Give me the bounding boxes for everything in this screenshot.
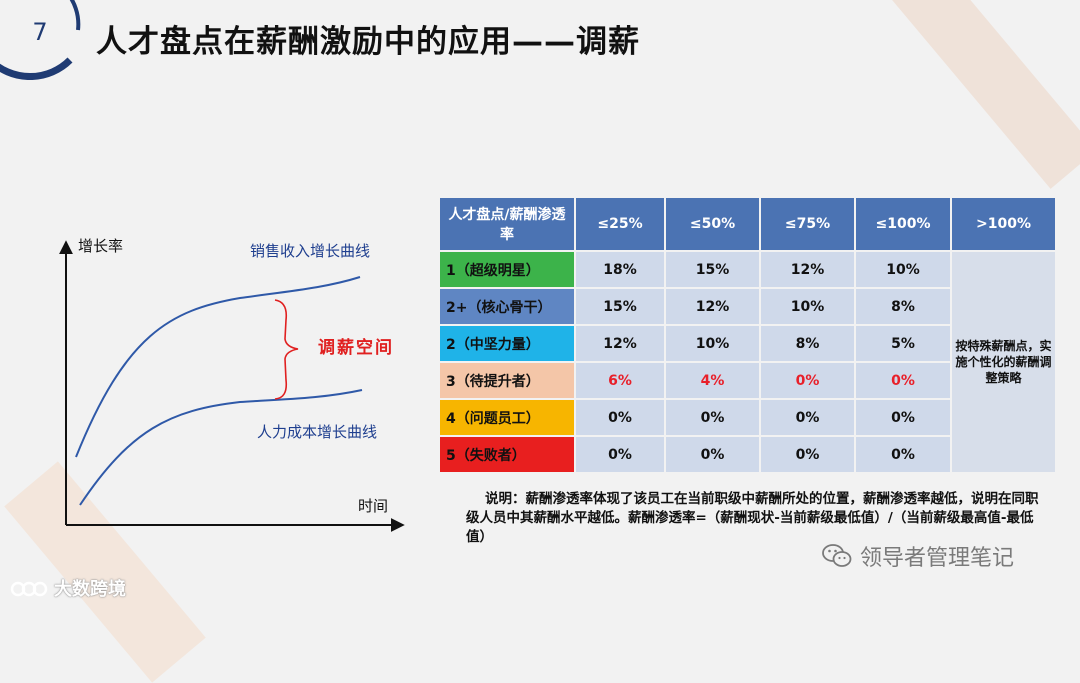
corner-header: 人才盘点/薪酬渗透率 bbox=[440, 198, 574, 250]
raise-rate-cell: 12% bbox=[666, 289, 759, 324]
special-strategy-cell: 按特殊薪酬点，实施个性化的薪酬调整策略 bbox=[952, 252, 1055, 472]
table-row: 5（失败者） 0% 0% 0% 0% bbox=[440, 437, 1055, 472]
column-header: ≤100% bbox=[856, 198, 950, 250]
upper-curve-label: 销售收入增长曲线 bbox=[250, 242, 370, 260]
gap-bracket bbox=[274, 299, 299, 400]
talent-pay-matrix: 人才盘点/薪酬渗透率 ≤25% ≤50% ≤75% ≤100% >100% 1（… bbox=[438, 196, 1057, 474]
table-row: 3（待提升者） 6% 4% 0% 0% bbox=[440, 363, 1055, 398]
column-header: ≤50% bbox=[666, 198, 759, 250]
wechat-watermark: 领导者管理笔记 bbox=[822, 540, 1014, 572]
raise-rate-cell: 15% bbox=[666, 252, 759, 287]
table-row: 2（中坚力量） 12% 10% 8% 5% bbox=[440, 326, 1055, 361]
column-header: ≤75% bbox=[761, 198, 854, 250]
slide-number: 7 bbox=[32, 18, 48, 46]
decorative-stripe-top bbox=[883, 0, 1080, 189]
table-row: 2+（核心骨干） 15% 12% 10% 8% bbox=[440, 289, 1055, 324]
raise-rate-cell: 8% bbox=[761, 326, 854, 361]
raise-rate-cell: 0% bbox=[856, 400, 950, 435]
raise-rate-cell: 0% bbox=[856, 437, 950, 472]
raise-rate-cell: 18% bbox=[576, 252, 664, 287]
table-row: 4（问题员工） 0% 0% 0% 0% bbox=[440, 400, 1055, 435]
raise-rate-cell: 10% bbox=[856, 252, 950, 287]
upper-growth-curve bbox=[75, 276, 361, 458]
raise-rate-cell: 0% bbox=[576, 437, 664, 472]
raise-rate-cell: 0% bbox=[576, 400, 664, 435]
wechat-icon bbox=[822, 544, 852, 567]
brand-watermark: 大数跨境 bbox=[10, 575, 126, 601]
slide-number-badge bbox=[0, 0, 81, 80]
lower-growth-curve bbox=[79, 389, 363, 506]
talent-level-cell: 4（问题员工） bbox=[440, 400, 574, 435]
table-header-row: 人才盘点/薪酬渗透率 ≤25% ≤50% ≤75% ≤100% >100% bbox=[440, 198, 1055, 250]
wechat-watermark-text: 领导者管理笔记 bbox=[860, 546, 1015, 571]
talent-level-cell: 5（失败者） bbox=[440, 437, 574, 472]
growth-curve-diagram: 增长率 时间 销售收入增长曲线 人力成本增长曲线 调薪空间 bbox=[59, 237, 405, 532]
gap-label: 调薪空间 bbox=[318, 337, 394, 358]
explanation-note: 说明：薪酬渗透率体现了该员工在当前职级中薪酬所处的位置，薪酬渗透率越低，说明在同… bbox=[466, 491, 1039, 545]
raise-rate-cell: 12% bbox=[576, 326, 664, 361]
raise-rate-cell: 6% bbox=[576, 363, 664, 398]
talent-level-cell: 2+（核心骨干） bbox=[440, 289, 574, 324]
raise-rate-cell: 4% bbox=[666, 363, 759, 398]
slide-title: 人才盘点在薪酬激励中的应用——调薪 bbox=[96, 24, 640, 60]
raise-rate-cell: 0% bbox=[761, 363, 854, 398]
raise-rate-cell: 5% bbox=[856, 326, 950, 361]
column-header: >100% bbox=[952, 198, 1055, 250]
column-header: ≤25% bbox=[576, 198, 664, 250]
raise-rate-cell: 15% bbox=[576, 289, 664, 324]
talent-level-cell: 1（超级明星） bbox=[440, 252, 574, 287]
table-row: 1（超级明星） 18% 15% 12% 10% 按特殊薪酬点，实施个性化的薪酬调整策略 bbox=[440, 252, 1055, 472]
raise-rate-cell: 0% bbox=[761, 437, 854, 472]
talent-level-cell: 2（中坚力量） bbox=[440, 326, 574, 361]
raise-rate-cell: 8% bbox=[856, 289, 950, 324]
raise-rate-cell: 10% bbox=[666, 326, 759, 361]
raise-rate-cell: 0% bbox=[856, 363, 950, 398]
raise-rate-cell: 0% bbox=[666, 400, 759, 435]
raise-rate-cell: 0% bbox=[761, 400, 854, 435]
lower-curve-label: 人力成本增长曲线 bbox=[257, 423, 377, 441]
y-axis-label: 增长率 bbox=[78, 237, 123, 255]
raise-rate-cell: 12% bbox=[761, 252, 854, 287]
talent-level-cell: 3（待提升者） bbox=[440, 363, 574, 398]
brand-watermark-text: 大数跨境 bbox=[54, 579, 126, 600]
brand-logo-icon bbox=[10, 581, 48, 597]
x-axis-label: 时间 bbox=[358, 497, 388, 515]
raise-rate-cell: 10% bbox=[761, 289, 854, 324]
raise-rate-cell: 0% bbox=[666, 437, 759, 472]
